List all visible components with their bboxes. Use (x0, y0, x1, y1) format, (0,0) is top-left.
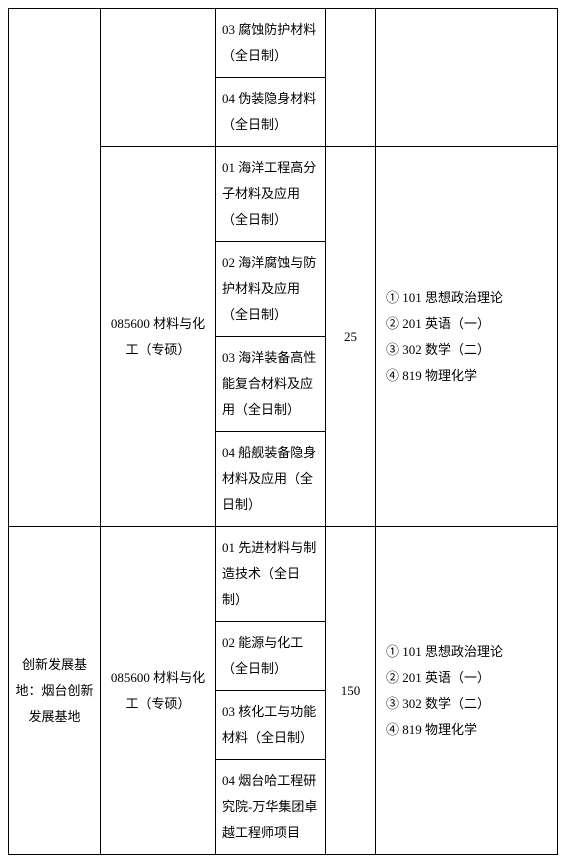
table-row: 03 腐蚀防护材料（全日制） (9, 9, 558, 78)
cell-dept-2: 创新发展基地：烟台创新发展基地 (9, 527, 101, 855)
cell-direction: 04 伪装隐身材料（全日制） (216, 78, 326, 147)
cell-direction: 03 核化工与功能材料（全日制） (216, 691, 326, 760)
cell-quota-1a (326, 9, 376, 147)
cell-direction: 04 烟台哈工程研究院-万华集团卓越工程师项目 (216, 760, 326, 855)
cell-dept-1 (9, 9, 101, 527)
cell-exam-2: ① 101 思想政治理论② 201 英语（一）③ 302 数学（二）④ 819 … (376, 527, 558, 855)
cell-direction: 03 腐蚀防护材料（全日制） (216, 9, 326, 78)
table-row: 创新发展基地：烟台创新发展基地 085600 材料与化工（专硕） 01 先进材料… (9, 527, 558, 622)
cell-major-2: 085600 材料与化工（专硕） (101, 527, 216, 855)
cell-quota-2: 150 (326, 527, 376, 855)
cell-direction: 02 能源与化工（全日制） (216, 622, 326, 691)
cell-direction: 03 海洋装备高性能复合材料及应用（全日制） (216, 337, 326, 432)
cell-exam-1a (376, 9, 558, 147)
admissions-table-wrap: 03 腐蚀防护材料（全日制） 04 伪装隐身材料（全日制） 085600 材料与… (8, 8, 557, 855)
exam-text: ① 101 思想政治理论② 201 英语（一）③ 302 数学（二）④ 819 … (386, 290, 503, 383)
cell-quota-1b: 25 (326, 147, 376, 527)
cell-direction: 01 先进材料与制造技术（全日制） (216, 527, 326, 622)
cell-direction: 01 海洋工程高分子材料及应用（全日制） (216, 147, 326, 242)
cell-direction: 04 船舰装备隐身材料及应用（全日制） (216, 432, 326, 527)
cell-major-1a (101, 9, 216, 147)
cell-exam-1b: ① 101 思想政治理论② 201 英语（一）③ 302 数学（二）④ 819 … (376, 147, 558, 527)
admissions-table: 03 腐蚀防护材料（全日制） 04 伪装隐身材料（全日制） 085600 材料与… (8, 8, 558, 855)
cell-major-1b: 085600 材料与化工（专硕） (101, 147, 216, 527)
cell-direction: 02 海洋腐蚀与防护材料及应用（全日制） (216, 242, 326, 337)
exam-text: ① 101 思想政治理论② 201 英语（一）③ 302 数学（二）④ 819 … (386, 644, 503, 737)
